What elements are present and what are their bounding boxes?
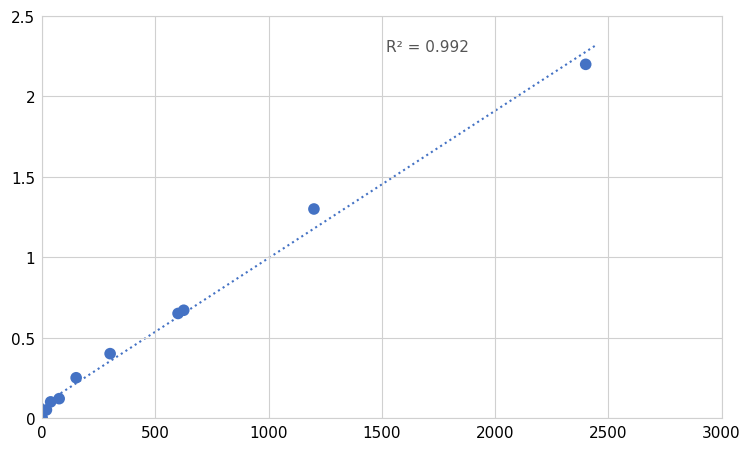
Point [36,414,48,422]
Point [104,350,116,358]
Point [44,398,56,405]
Point [308,206,320,213]
Point [70,374,82,382]
Point [580,62,592,69]
Point [177,307,190,314]
Point [41,406,53,414]
Point [53,395,65,402]
Text: R² = 0.992: R² = 0.992 [387,41,469,55]
Point [172,310,184,318]
